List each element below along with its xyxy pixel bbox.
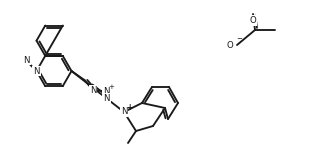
Text: N: N <box>23 56 30 65</box>
Text: +: + <box>108 84 114 90</box>
Text: N: N <box>103 87 109 96</box>
Text: O: O <box>250 16 256 25</box>
Text: N: N <box>121 108 127 117</box>
Text: N: N <box>103 94 110 103</box>
Text: −: − <box>236 36 242 42</box>
Text: N: N <box>33 67 40 76</box>
Text: N: N <box>90 86 96 95</box>
Text: +: + <box>126 102 132 112</box>
Text: O: O <box>226 41 233 49</box>
